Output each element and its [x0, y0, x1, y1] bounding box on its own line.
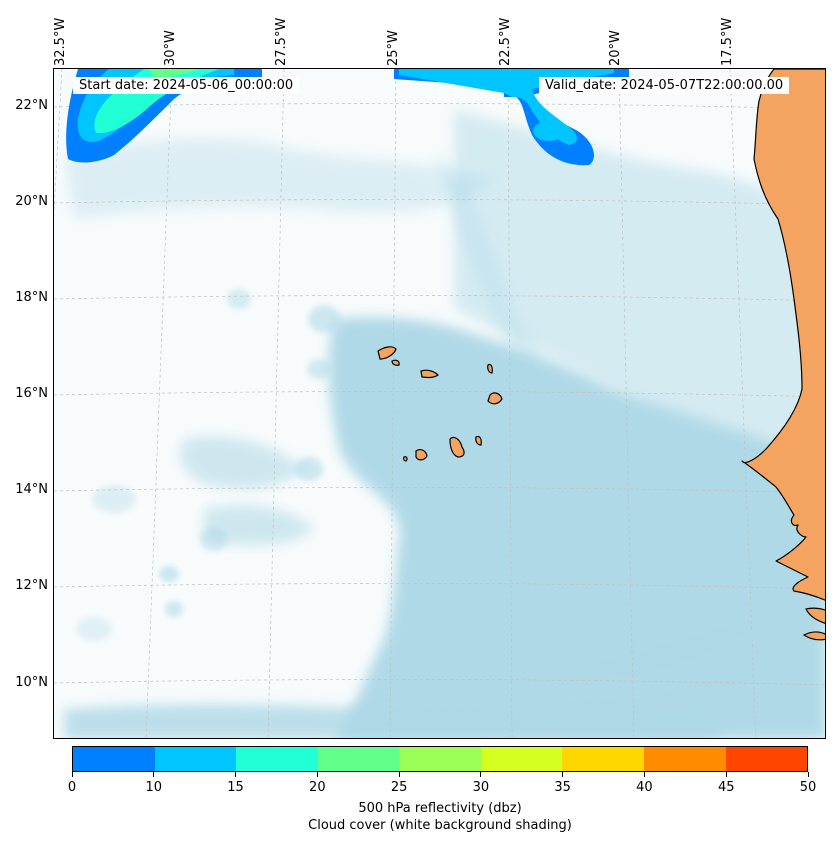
colorbar-segment-30-35: [480, 747, 563, 771]
colorbar: [72, 746, 808, 772]
island-brava: [403, 456, 408, 462]
lat-label-20n: 20°N: [15, 194, 48, 209]
lat-label-14n: 14°N: [15, 482, 48, 497]
island-fogo: [415, 449, 428, 461]
colorbar-tick-label: 15: [227, 780, 244, 795]
lat-label-22n: 22°N: [15, 98, 48, 113]
map-frame: [53, 68, 826, 739]
colorbar-tick-label: 40: [636, 780, 653, 795]
colorbar-label: 500 hPa reflectivity (dbz): [358, 801, 522, 816]
land: [377, 69, 825, 641]
island-santiago: [449, 436, 465, 458]
valid-date-label: Valid_date: 2024-05-07T22:00:00.00: [539, 77, 790, 94]
colorbar-tick: [725, 772, 727, 777]
colorbar-tick: [153, 772, 155, 777]
start-date-label: Start date: 2024-05-06_00:00:00: [73, 77, 300, 94]
colorbar-tick: [643, 772, 645, 777]
lon-label-30w: 30°W: [163, 30, 178, 66]
colorbar-tick: [807, 772, 809, 777]
colorbar-tick-label: 45: [717, 780, 735, 795]
colorbar-tick: [398, 772, 400, 777]
lon-label-32.5w: 32.5°W: [53, 17, 68, 66]
colorbar-tick-label: 35: [554, 780, 571, 795]
colorbar-tick: [235, 772, 237, 777]
colorbar-segment-25-30: [399, 747, 481, 771]
island-maio: [475, 435, 482, 446]
lon-label-17.5w: 17.5°W: [720, 17, 735, 66]
african-coast: [741, 69, 825, 601]
colorbar-tick: [480, 772, 482, 777]
island-santo-antao: [377, 346, 397, 360]
lon-label-22.5w: 22.5°W: [498, 17, 513, 66]
colorbar-tick-label: 50: [799, 780, 817, 795]
map-canvas: [54, 69, 825, 738]
colorbar-tick: [71, 772, 73, 777]
graticule: [54, 69, 825, 738]
colorbar-tick: [562, 772, 564, 777]
colorbar-tick-label: 20: [309, 780, 326, 795]
colorbar-tick: [316, 772, 318, 777]
lon-label-25w: 25°W: [386, 30, 401, 66]
island-sao-vicente: [391, 359, 400, 366]
colorbar-segment-20-25: [317, 747, 400, 771]
colorbar-segment-15-20: [236, 747, 318, 771]
colorbar-segment-0-10: [73, 747, 155, 771]
lat-label-16n: 16°N: [15, 386, 48, 401]
lat-label-12n: 12°N: [15, 578, 48, 593]
lon-label-27.5w: 27.5°W: [274, 17, 289, 66]
lat-label-10n: 10°N: [15, 675, 48, 690]
reflectivity-nw-peak: [149, 69, 199, 78]
colorbar-tick-label: 25: [390, 780, 408, 795]
colorbar-segment-35-40: [562, 747, 644, 771]
colorbar-segment-10-15: [154, 747, 237, 771]
colorbar-segment-40-45: [643, 747, 726, 771]
island-sao-nicolau: [420, 369, 439, 379]
island-sal: [487, 363, 493, 374]
lat-label-18n: 18°N: [15, 290, 48, 305]
colorbar-tick-label: 0: [67, 780, 77, 795]
colorbar-tick-label: 10: [145, 780, 163, 795]
colorbar-sublabel: Cloud cover (white background shading): [308, 818, 572, 833]
cloud-cover-shading: [54, 69, 825, 738]
colorbar-segment-45-50: [725, 747, 808, 771]
island-boa-vista: [487, 392, 503, 405]
colorbar-tick-label: 30: [472, 780, 490, 795]
lon-label-20w: 20°W: [608, 30, 623, 66]
